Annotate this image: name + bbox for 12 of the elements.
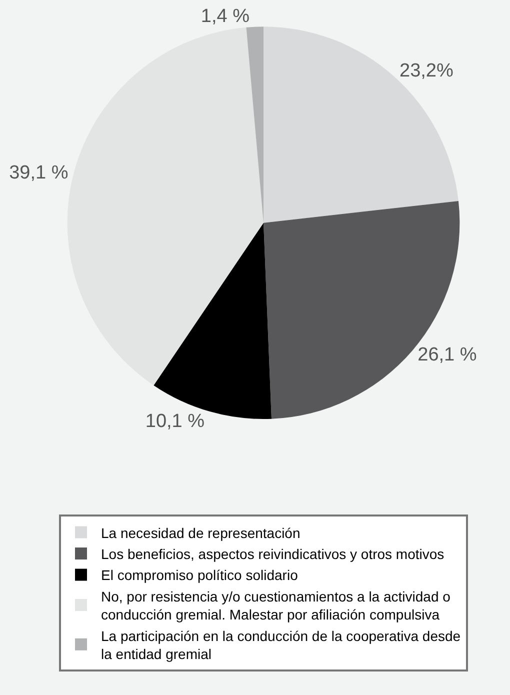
pie-slice [246, 26, 264, 223]
pie-slice [264, 200, 460, 419]
data-label: 1,4 % [200, 6, 250, 27]
legend-label: No, por resistencia y/o cuestionamientos a la actividad o conducción gremial. Malestar por afiliación compulsiva [101, 588, 451, 623]
legend-label: Los beneficios, aspectos reivindicativos y otros motivos [101, 546, 444, 562]
data-label: 23,2% [400, 60, 454, 82]
legend-label: El compromiso político solidario [101, 567, 298, 584]
legend-label: La necesidad de representación [101, 524, 300, 541]
legend-label: La participación en la conducción de la cooperativa desde la entidad gremial [101, 628, 461, 662]
data-label: 26,1 % [418, 344, 477, 366]
data-label: 39,1 % [9, 162, 68, 184]
data-label: 10,1 % [145, 410, 205, 432]
